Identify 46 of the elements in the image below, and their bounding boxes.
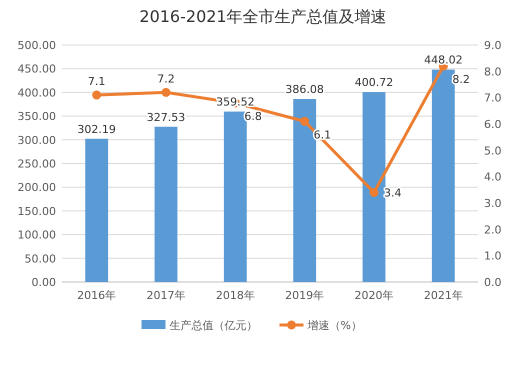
bar <box>362 92 386 282</box>
bar <box>224 112 247 282</box>
y2-tick-label: 6.0 <box>484 118 502 131</box>
y-tick-label: 200.00 <box>18 181 56 194</box>
point <box>92 90 102 100</box>
x-tick-label: 2021年 <box>424 289 463 302</box>
data-label: 302.19 <box>77 122 116 136</box>
chart-title: 2016-2021年全市生产总值及增速 <box>139 7 387 26</box>
point <box>300 116 310 126</box>
y2-tick-label: 2.0 <box>484 223 502 236</box>
y-tick-label: 0.00 <box>32 276 56 289</box>
y-tick-label: 350.00 <box>18 110 56 124</box>
x-tick-label: 2020年 <box>354 289 394 302</box>
x-tick-label: 2018年 <box>216 289 255 302</box>
y-tick-label: 400.00 <box>18 86 56 100</box>
data-label: 7.1 <box>88 75 106 88</box>
legend-label: 生产总值（亿元） <box>170 319 258 332</box>
y2-tick-label: 3.0 <box>484 197 502 210</box>
data-label: 448.02 <box>424 54 463 67</box>
y-tick-label: 500.00 <box>18 39 56 52</box>
data-label: 327.53 <box>146 110 186 124</box>
data-label: 400.72 <box>354 76 394 90</box>
y-tick-label: 250.00 <box>18 158 56 170</box>
point <box>162 88 170 97</box>
legend-label: 增速（%） <box>306 319 362 332</box>
y2-tick-label: 5.0 <box>484 144 502 158</box>
bar <box>154 126 178 282</box>
y-tick-label: 150.00 <box>18 204 56 218</box>
data-label: 386.08 <box>285 83 324 96</box>
y2-tick-label: 1.0 <box>484 250 502 263</box>
bar <box>432 70 455 282</box>
x-tick-label: 2019年 <box>285 289 324 302</box>
y2-tick-label: 8.0 <box>484 65 502 78</box>
y2-tick-label: 9.0 <box>484 39 502 52</box>
y-tick-label: 300.00 <box>18 134 56 147</box>
y2-tick-label: 7.0 <box>484 92 502 105</box>
y-tick-label: 100.00 <box>18 228 56 242</box>
x-tick-label: 2017年 <box>146 289 186 302</box>
y2-tick-label: 4.0 <box>484 170 502 184</box>
x-tick-label: 2016年 <box>77 289 116 302</box>
y2-tick-label: 0.0 <box>484 276 502 289</box>
y-tick-label: 50.00 <box>24 252 56 266</box>
point <box>370 188 378 197</box>
y-tick-label: 450.00 <box>18 62 56 76</box>
data-label: 7.2 <box>157 72 175 86</box>
bar <box>85 138 108 282</box>
